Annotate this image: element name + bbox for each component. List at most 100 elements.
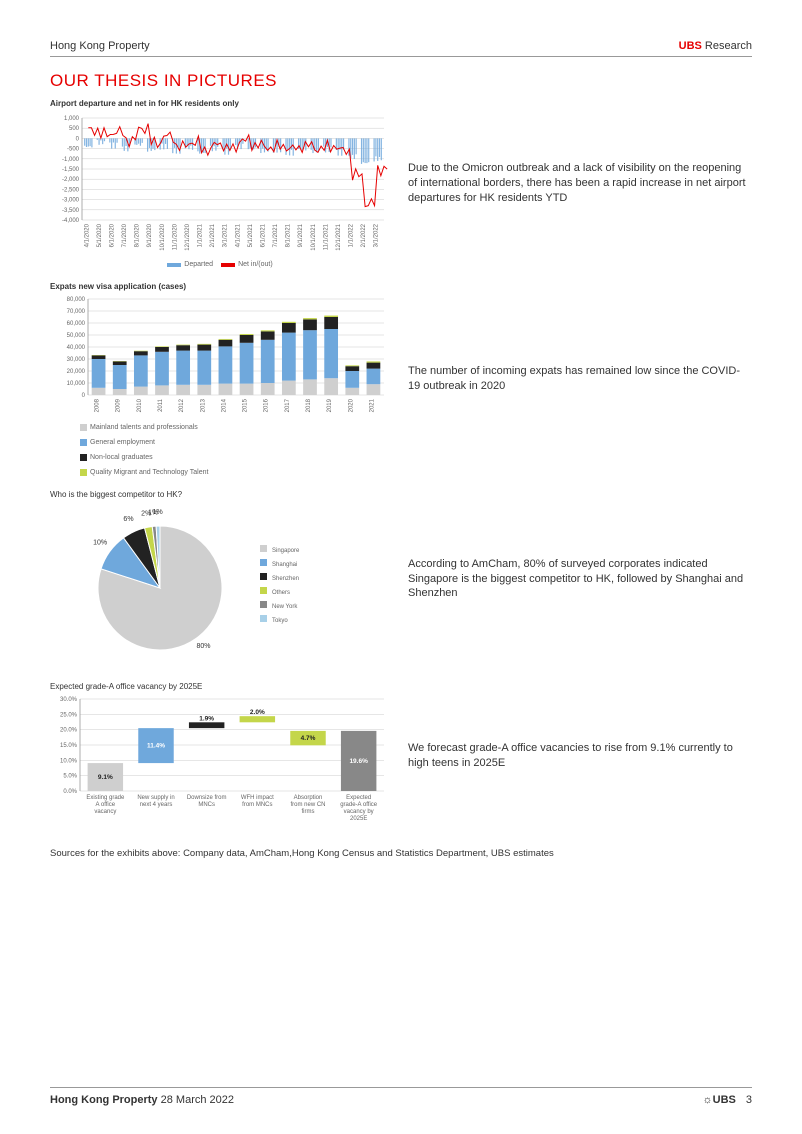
svg-text:1,000: 1,000 [64,116,80,122]
section-competitor: Who is the biggest competitor to HK? 80%… [50,490,752,668]
section-airport: Airport departure and net in for HK resi… [50,99,752,268]
svg-text:Downsize from: Downsize from [187,795,227,801]
header-rest: Research [702,40,752,52]
svg-text:25.0%: 25.0% [60,712,78,718]
svg-text:6%: 6% [123,516,133,523]
chart1-legend: DepartedNet in/(out) [50,261,390,268]
svg-text:Existing grade: Existing grade [86,795,125,801]
svg-text:19.6%: 19.6% [349,758,368,765]
svg-text:4.7%: 4.7% [301,735,316,742]
svg-text:2013: 2013 [200,398,206,412]
svg-text:2008: 2008 [95,398,101,412]
svg-text:-1,000: -1,000 [62,157,80,163]
header-brand: UBS [679,40,702,52]
svg-text:10/1/2021: 10/1/2021 [311,223,317,250]
svg-text:-3,500: -3,500 [62,208,80,214]
section-vacancy: Expected grade-A office vacancy by 2025E… [50,682,752,830]
svg-text:11/1/2020: 11/1/2020 [172,223,178,250]
svg-text:vacancy by: vacancy by [344,809,374,815]
desc4: We forecast grade-A office vacancies to … [408,741,752,771]
svg-text:2018: 2018 [306,398,312,412]
svg-text:6/1/2021: 6/1/2021 [260,223,266,247]
svg-text:4/1/2020: 4/1/2020 [84,223,90,247]
svg-text:1%: 1% [153,509,163,516]
footer-page: 3 [746,1094,752,1106]
svg-text:9/1/2020: 9/1/2020 [147,223,153,247]
svg-text:8/1/2021: 8/1/2021 [286,223,292,247]
svg-text:30,000: 30,000 [67,357,86,363]
footer-right: ☼ UBS 3 [703,1094,752,1106]
svg-text:80,000: 80,000 [67,297,86,303]
svg-text:70,000: 70,000 [67,309,86,315]
svg-text:1.9%: 1.9% [199,715,214,722]
svg-text:2014: 2014 [221,398,227,412]
svg-text:10%: 10% [93,540,107,547]
svg-text:-3,000: -3,000 [62,198,80,204]
svg-text:0: 0 [82,393,86,399]
svg-text:9/1/2021: 9/1/2021 [298,223,304,247]
svg-text:Singapore: Singapore [272,548,300,554]
svg-text:1/1/2022: 1/1/2022 [349,223,355,247]
svg-text:2010: 2010 [137,398,143,412]
chart2-legend: Mainland talents and professionalsGenera… [50,424,390,476]
svg-text:20.0%: 20.0% [60,728,78,734]
svg-text:-2,500: -2,500 [62,187,80,193]
svg-text:-500: -500 [67,147,80,153]
svg-text:-2,000: -2,000 [62,177,80,183]
svg-text:11.4%: 11.4% [147,743,165,750]
svg-text:Expected: Expected [346,795,371,801]
svg-text:0.0%: 0.0% [63,789,77,795]
svg-text:20,000: 20,000 [67,369,86,375]
svg-text:2019: 2019 [327,398,333,412]
svg-text:3/1/2022: 3/1/2022 [374,223,380,247]
svg-text:15.0%: 15.0% [60,743,78,749]
svg-text:2016: 2016 [264,398,270,412]
header-left: Hong Kong Property [50,40,150,52]
svg-text:2009: 2009 [116,398,122,412]
svg-text:1/1/2021: 1/1/2021 [198,223,204,247]
chart2-svg: 010,00020,00030,00040,00050,00060,00070,… [50,295,390,415]
svg-text:2015: 2015 [243,398,249,412]
chart2-block: Expats new visa application (cases) 010,… [50,282,390,476]
chart4-block: Expected grade-A office vacancy by 2025E… [50,682,390,830]
keys-glyph: ☼ [703,1094,711,1106]
svg-text:next 4 years: next 4 years [140,802,173,808]
svg-text:5/1/2020: 5/1/2020 [97,223,103,247]
svg-text:2012: 2012 [179,398,185,412]
desc2: The number of incoming expats has remain… [408,364,752,394]
svg-text:2025E: 2025E [350,816,367,822]
svg-text:-4,000: -4,000 [62,218,80,224]
page-header: Hong Kong Property UBS Research [50,40,752,57]
svg-text:New supply in: New supply in [137,795,174,801]
ubs-keys-icon: ☼ UBS [703,1094,736,1106]
svg-text:50,000: 50,000 [67,333,86,339]
svg-text:12/1/2020: 12/1/2020 [185,223,191,250]
desc3: According to AmCham, 80% of surveyed cor… [408,557,752,602]
svg-text:Shenzhen: Shenzhen [272,576,299,582]
svg-text:10/1/2020: 10/1/2020 [160,223,166,250]
footer-left: Hong Kong Property 28 March 2022 [50,1094,234,1106]
svg-text:12/1/2021: 12/1/2021 [336,223,342,250]
chart3-block: Who is the biggest competitor to HK? 80%… [50,490,390,668]
chart3-svg: 80%10%6%2%1%1%SingaporeShanghaiShenzhenO… [50,503,390,663]
section-expats: Expats new visa application (cases) 010,… [50,282,752,476]
svg-text:6/1/2020: 6/1/2020 [109,223,115,247]
svg-text:10.0%: 10.0% [60,758,78,764]
chart1-svg: 1,000 500 0 -500 -1,000 -1,500 -2,000 -2,500 -3,… [50,112,390,252]
sources-text: Sources for the exhibits above: Company … [50,848,752,859]
svg-text:500: 500 [69,126,80,132]
svg-text:Absorption: Absorption [294,795,323,801]
svg-text:from new CN: from new CN [290,802,325,808]
svg-text:2011: 2011 [158,398,164,412]
chart4-title: Expected grade-A office vacancy by 2025E [50,682,390,691]
svg-text:MNCs: MNCs [198,802,215,808]
svg-text:0: 0 [76,136,80,142]
svg-text:3/1/2021: 3/1/2021 [223,223,229,247]
svg-text:firms: firms [302,809,315,815]
svg-text:2017: 2017 [285,398,291,412]
page-title: OUR THESIS IN PICTURES [50,71,752,91]
svg-text:Others: Others [272,590,290,596]
svg-text:-1,500: -1,500 [62,167,80,173]
footer-logo: UBS [713,1094,736,1106]
header-right: UBS Research [679,40,752,52]
